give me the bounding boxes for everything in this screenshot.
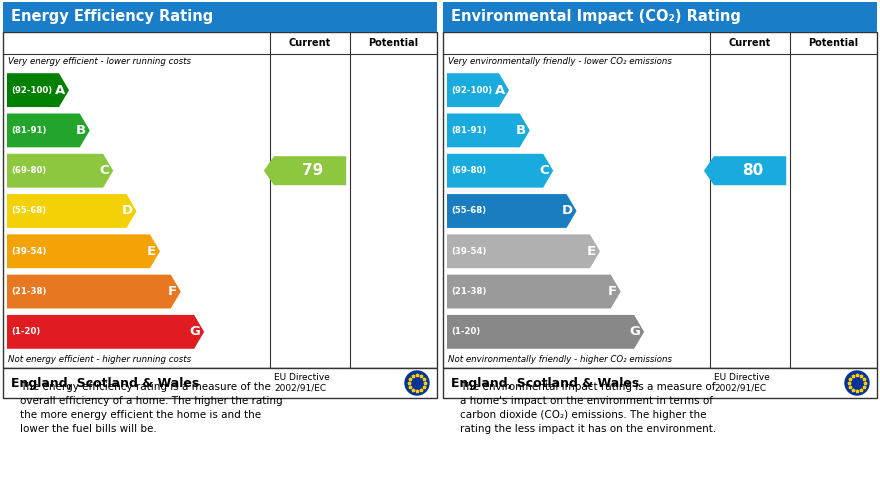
Text: F: F	[607, 285, 617, 298]
Text: A: A	[495, 84, 505, 97]
Text: (39-54): (39-54)	[11, 247, 47, 256]
Text: F: F	[167, 285, 177, 298]
Circle shape	[845, 371, 869, 395]
Text: D: D	[561, 205, 573, 217]
Text: 80: 80	[743, 163, 764, 178]
Text: EU Directive
2002/91/EC: EU Directive 2002/91/EC	[714, 373, 770, 393]
Text: G: G	[189, 325, 200, 338]
Polygon shape	[447, 194, 576, 228]
Text: C: C	[539, 164, 549, 177]
Polygon shape	[7, 154, 114, 188]
Text: Potential: Potential	[369, 38, 419, 48]
Text: B: B	[76, 124, 85, 137]
Text: E: E	[147, 245, 156, 258]
Bar	[443, 2, 877, 32]
Text: (55-68): (55-68)	[451, 207, 486, 215]
Text: The energy efficiency rating is a measure of the
overall efficiency of a home. T: The energy efficiency rating is a measur…	[20, 382, 282, 434]
Text: (1-20): (1-20)	[451, 327, 480, 336]
Text: Current: Current	[729, 38, 771, 48]
Text: E: E	[587, 245, 596, 258]
Text: (21-38): (21-38)	[451, 287, 487, 296]
Text: C: C	[99, 164, 109, 177]
Text: (1-20): (1-20)	[11, 327, 40, 336]
Text: Very energy efficient - lower running costs: Very energy efficient - lower running co…	[8, 58, 191, 67]
Text: The environmental impact rating is a measure of
a home's impact on the environme: The environmental impact rating is a mea…	[460, 382, 716, 434]
Polygon shape	[447, 315, 644, 349]
Text: (69-80): (69-80)	[11, 166, 47, 175]
Polygon shape	[7, 234, 160, 268]
Polygon shape	[7, 275, 180, 309]
Bar	[3, 368, 437, 398]
Text: EU Directive
2002/91/EC: EU Directive 2002/91/EC	[274, 373, 330, 393]
Bar	[443, 368, 877, 398]
Polygon shape	[264, 156, 346, 185]
Text: (39-54): (39-54)	[451, 247, 487, 256]
Polygon shape	[447, 154, 554, 188]
Polygon shape	[7, 113, 90, 147]
Text: A: A	[55, 84, 65, 97]
Bar	[3, 32, 437, 368]
Text: (92-100): (92-100)	[451, 86, 492, 95]
Polygon shape	[447, 275, 620, 309]
Polygon shape	[7, 315, 204, 349]
Text: Potential: Potential	[809, 38, 859, 48]
Text: Very environmentally friendly - lower CO₂ emissions: Very environmentally friendly - lower CO…	[448, 58, 671, 67]
Text: Current: Current	[289, 38, 331, 48]
Polygon shape	[704, 156, 786, 185]
Polygon shape	[447, 113, 530, 147]
Bar	[443, 32, 877, 368]
Text: Energy Efficiency Rating: Energy Efficiency Rating	[11, 9, 213, 25]
Text: 79: 79	[303, 163, 324, 178]
Text: Environmental Impact (CO₂) Rating: Environmental Impact (CO₂) Rating	[451, 9, 741, 25]
Circle shape	[405, 371, 429, 395]
Polygon shape	[447, 73, 509, 107]
Text: D: D	[121, 205, 133, 217]
Polygon shape	[447, 234, 600, 268]
Text: (69-80): (69-80)	[451, 166, 487, 175]
Text: England, Scotland & Wales: England, Scotland & Wales	[451, 377, 639, 389]
Text: G: G	[629, 325, 640, 338]
Text: Not environmentally friendly - higher CO₂ emissions: Not environmentally friendly - higher CO…	[448, 355, 672, 364]
Polygon shape	[7, 73, 69, 107]
Bar	[3, 2, 437, 32]
Text: (81-91): (81-91)	[451, 126, 487, 135]
Polygon shape	[7, 194, 136, 228]
Text: (92-100): (92-100)	[11, 86, 52, 95]
Text: B: B	[516, 124, 525, 137]
Text: (81-91): (81-91)	[11, 126, 47, 135]
Text: (55-68): (55-68)	[11, 207, 46, 215]
Text: (21-38): (21-38)	[11, 287, 47, 296]
Text: Not energy efficient - higher running costs: Not energy efficient - higher running co…	[8, 355, 191, 364]
Text: England, Scotland & Wales: England, Scotland & Wales	[11, 377, 199, 389]
